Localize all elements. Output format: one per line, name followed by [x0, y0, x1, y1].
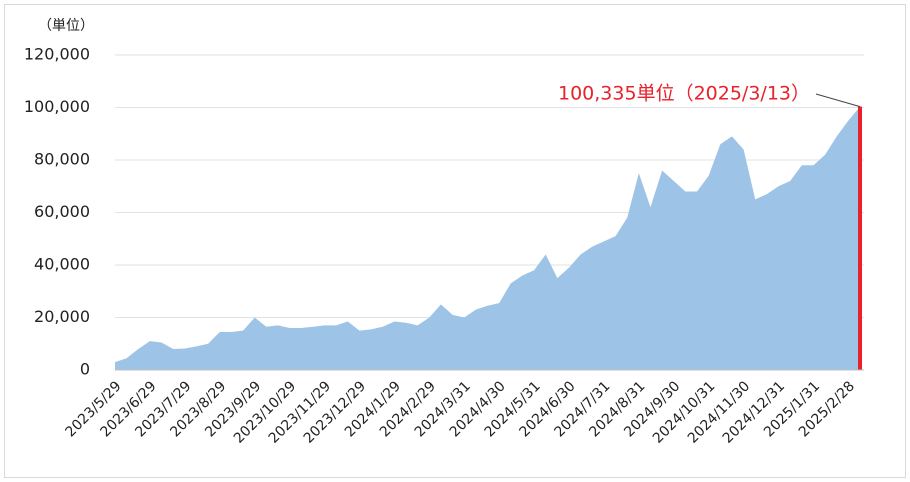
- y-tick-label: 40,000: [34, 255, 90, 274]
- area: [115, 106, 860, 370]
- unit-label: （単位）: [38, 18, 94, 34]
- y-tick-label: 120,000: [24, 45, 90, 64]
- y-tick-label: 80,000: [34, 150, 90, 169]
- latest-bar: [858, 106, 862, 370]
- y-tick-label: 20,000: [34, 307, 90, 326]
- y-tick-label: 0: [80, 360, 90, 379]
- annotation: 100,335単位（2025/3/13）: [558, 83, 810, 105]
- y-tick-label: 60,000: [34, 202, 90, 221]
- y-tick-label: 100,000: [24, 97, 90, 116]
- annotation-leader: [815, 93, 861, 108]
